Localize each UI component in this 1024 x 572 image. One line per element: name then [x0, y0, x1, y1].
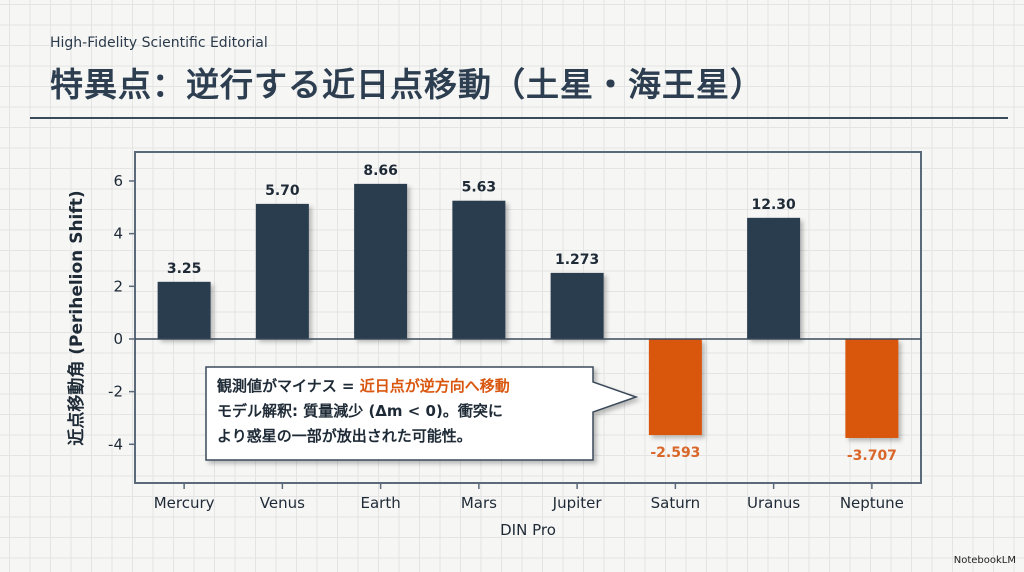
bar-uranus: [747, 217, 801, 339]
title-divider: [30, 117, 1008, 119]
x-tick-label: Venus: [260, 494, 305, 512]
y-tick-label: 6: [113, 172, 123, 190]
data-label: 8.66: [363, 163, 398, 179]
y-tick-label: -4: [108, 435, 123, 453]
callout-line3: より惑星の一部が放出された可能性。: [217, 427, 472, 445]
data-label: 5.70: [265, 183, 300, 199]
x-tick-label: Mars: [461, 494, 497, 512]
x-axis-label: DIN Pro: [500, 521, 556, 539]
y-tick-label: -2: [108, 383, 123, 401]
bar-saturn: [648, 338, 702, 436]
data-label: -2.593: [650, 445, 700, 461]
bar-jupiter: [550, 272, 604, 339]
x-tick-label: Saturn: [651, 494, 701, 512]
bar-mercury: [157, 281, 211, 339]
data-label: 12.30: [751, 197, 796, 213]
subtitle: High-Fidelity Scientific Editorial: [50, 35, 268, 51]
data-label: 1.273: [555, 252, 599, 268]
notebooklm-watermark: NotebookLM: [953, 555, 1016, 566]
callout-highlight: 近日点が逆方向へ移動: [359, 377, 510, 395]
callout-line1: 観測値がマイナス =: [217, 377, 360, 395]
y-tick-label: 4: [113, 225, 123, 243]
x-tick-label: Jupiter: [552, 494, 603, 512]
data-label: 3.25: [167, 261, 202, 277]
callout-line2: モデル解釈: 質量減少 (Δm < 0)。衝突に: [217, 402, 503, 420]
x-tick-label: Mercury: [154, 494, 215, 512]
y-axis-label: 近点移動角 (Perihelion Shift): [66, 190, 87, 445]
y-tick-label: 0: [113, 330, 123, 348]
bar-neptune: [845, 338, 899, 438]
y-tick-label: 2: [113, 277, 123, 295]
bar-venus: [255, 203, 309, 339]
callout-annotation: 観測値がマイナス = 近日点が逆方向へ移動 モデル解釈: 質量減少 (Δm < …: [207, 368, 592, 449]
x-tick-label: Uranus: [747, 494, 800, 512]
data-label: 5.63: [462, 180, 497, 196]
plot-frame: [134, 151, 922, 484]
bar-mars: [452, 200, 506, 339]
data-label: -3.707: [847, 448, 897, 464]
x-tick-label: Neptune: [840, 494, 904, 512]
page-title: 特異点：逆行する近日点移動（土星・海王星）: [50, 65, 764, 104]
x-tick-label: Earth: [361, 494, 401, 512]
bar-earth: [354, 183, 408, 339]
callout-box: [205, 366, 639, 461]
